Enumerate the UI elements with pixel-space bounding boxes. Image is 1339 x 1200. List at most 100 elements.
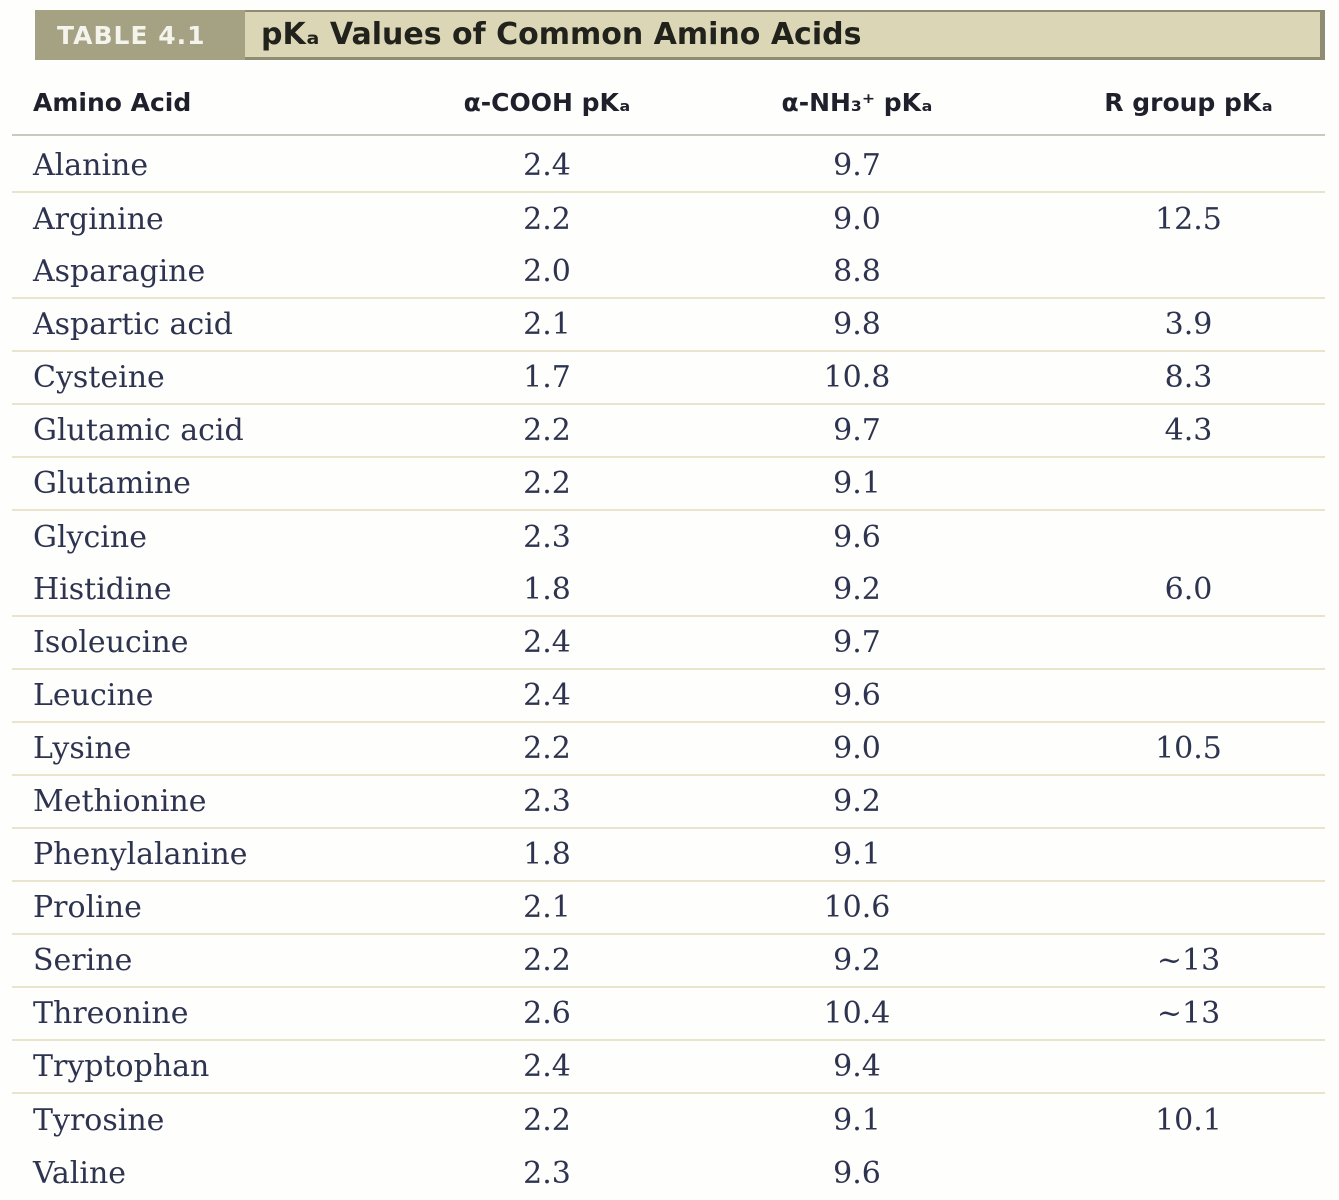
cooh-pka-value: 2.2 [523, 202, 571, 237]
nh3-pka-value: 9.2 [833, 572, 881, 607]
table-number-label: TABLE 4.1 [35, 10, 245, 60]
nh3-pka-value: 9.1 [833, 837, 881, 872]
cooh-pka-value: 1.8 [523, 572, 571, 607]
nh3-pka-value: 9.1 [833, 466, 881, 501]
rgroup-pka-value: 3.9 [1164, 307, 1213, 342]
rgroup-pka-value: ~13 [1156, 996, 1221, 1031]
table-row: Cysteine 1.7 10.8 8.3 [12, 352, 1325, 405]
amino-acid-name: Phenylalanine [33, 837, 248, 872]
amino-acid-name: Glycine [33, 520, 147, 555]
cooh-pka-value: 2.2 [523, 731, 571, 766]
rgroup-pka-value: 8.3 [1164, 360, 1213, 395]
cooh-pka-value: 2.2 [523, 943, 571, 978]
cooh-pka-value: 2.4 [523, 148, 571, 183]
table-row: Aspartic acid 2.1 9.8 3.9 [12, 299, 1325, 352]
column-header-amino-acid: Amino Acid [33, 87, 192, 117]
nh3-pka-value: 9.7 [833, 148, 881, 183]
table-row: Arginine 2.2 9.0 12.5 [12, 193, 1325, 246]
nh3-pka-value: 9.8 [833, 307, 881, 342]
cooh-pka-value: 2.3 [523, 784, 571, 819]
cooh-pka-value: 2.0 [523, 254, 571, 289]
cooh-pka-value: 1.7 [523, 360, 571, 395]
amino-acid-name: Isoleucine [33, 625, 189, 660]
amino-acid-name: Methionine [33, 784, 207, 819]
table-row: Lysine 2.2 9.0 10.5 [12, 723, 1325, 776]
table-row: Proline 2.1 10.6 [12, 882, 1325, 935]
table-row: Glycine 2.3 9.6 [12, 511, 1325, 564]
rgroup-pka-value: 6.0 [1164, 572, 1213, 607]
nh3-pka-value: 10.4 [823, 996, 891, 1031]
rgroup-pka-value: ~13 [1156, 943, 1221, 978]
table-titlebar: TABLE 4.1 pKₐ Values of Common Amino Aci… [35, 10, 1325, 60]
column-header-cooh-pka: α-COOH pKₐ [463, 87, 631, 117]
amino-acid-name: Glutamine [33, 466, 191, 501]
nh3-pka-value: 9.2 [833, 943, 881, 978]
rgroup-pka-value: 4.3 [1164, 413, 1213, 448]
table-row: Tryptophan 2.4 9.4 [12, 1041, 1325, 1094]
amino-acid-name: Cysteine [33, 360, 165, 395]
table-body: Alanine 2.4 9.7 Arginine 2.2 9.0 12.5 As… [12, 140, 1325, 1200]
table-row: Serine 2.2 9.2 ~13 [12, 935, 1325, 988]
table-row: Tyrosine 2.2 9.1 10.1 [12, 1094, 1325, 1147]
cooh-pka-value: 2.4 [523, 625, 571, 660]
nh3-pka-value: 8.8 [833, 254, 881, 289]
amino-acid-name: Alanine [33, 148, 149, 183]
column-header-nh3-pka: α-NH₃⁺ pKₐ [781, 87, 933, 117]
rgroup-pka-value: 10.5 [1155, 731, 1222, 766]
cooh-pka-value: 2.1 [523, 307, 571, 342]
amino-acid-name: Proline [33, 890, 142, 925]
nh3-pka-value: 9.4 [833, 1049, 881, 1084]
cooh-pka-value: 2.3 [523, 1156, 571, 1191]
amino-acid-name: Asparagine [33, 254, 206, 289]
amino-acid-name: Tyrosine [33, 1103, 165, 1138]
cooh-pka-value: 2.2 [523, 413, 571, 448]
cooh-pka-value: 2.3 [523, 520, 571, 555]
column-header-row: Amino Acid α-COOH pKₐ α-NH₃⁺ pKₐ R group… [12, 70, 1325, 136]
nh3-pka-value: 9.6 [833, 678, 881, 713]
table-title-bar: pKₐ Values of Common Amino Acids [245, 10, 1325, 60]
amino-acid-name: Serine [33, 943, 133, 978]
amino-acid-name: Threonine [33, 996, 189, 1031]
table-row: Asparagine 2.0 8.8 [12, 246, 1325, 299]
amino-acid-name: Glutamic acid [33, 413, 244, 448]
amino-acid-name: Histidine [33, 572, 172, 607]
nh3-pka-value: 9.0 [833, 202, 881, 237]
amino-acid-name: Aspartic acid [33, 307, 233, 342]
column-header-rgroup-pka: R group pKₐ [1104, 87, 1273, 117]
table-row: Valine 2.3 9.6 [12, 1147, 1325, 1200]
rgroup-pka-value: 10.1 [1155, 1103, 1222, 1138]
table-row: Histidine 1.8 9.2 6.0 [12, 564, 1325, 617]
cooh-pka-value: 2.2 [523, 1103, 571, 1138]
table-row: Alanine 2.4 9.7 [12, 140, 1325, 193]
amino-acid-name: Lysine [33, 731, 132, 766]
cooh-pka-value: 2.4 [523, 678, 571, 713]
table-row: Methionine 2.3 9.2 [12, 776, 1325, 829]
cooh-pka-value: 2.2 [523, 466, 571, 501]
nh3-pka-value: 9.0 [833, 731, 881, 766]
table-row: Threonine 2.6 10.4 ~13 [12, 988, 1325, 1041]
table-row: Glutamine 2.2 9.1 [12, 458, 1325, 511]
nh3-pka-value: 10.6 [823, 890, 891, 925]
nh3-pka-value: 9.1 [833, 1103, 881, 1138]
nh3-pka-value: 9.6 [833, 520, 881, 555]
table-row: Leucine 2.4 9.6 [12, 670, 1325, 723]
nh3-pka-value: 9.7 [833, 625, 881, 660]
table-row: Glutamic acid 2.2 9.7 4.3 [12, 405, 1325, 458]
cooh-pka-value: 2.4 [523, 1049, 571, 1084]
amino-acid-name: Tryptophan [33, 1049, 210, 1084]
nh3-pka-value: 9.7 [833, 413, 881, 448]
cooh-pka-value: 2.1 [523, 890, 571, 925]
amino-acid-name: Leucine [33, 678, 154, 713]
nh3-pka-value: 10.8 [823, 360, 891, 395]
table-row: Isoleucine 2.4 9.7 [12, 617, 1325, 670]
amino-acid-name: Arginine [33, 202, 164, 237]
nh3-pka-value: 9.2 [833, 784, 881, 819]
rgroup-pka-value: 12.5 [1155, 202, 1222, 237]
amino-acid-name: Valine [33, 1156, 127, 1191]
nh3-pka-value: 9.6 [833, 1156, 881, 1191]
table-row: Phenylalanine 1.8 9.1 [12, 829, 1325, 882]
cooh-pka-value: 1.8 [523, 837, 571, 872]
table-title: pKₐ Values of Common Amino Acids [261, 17, 862, 52]
cooh-pka-value: 2.6 [523, 996, 571, 1031]
